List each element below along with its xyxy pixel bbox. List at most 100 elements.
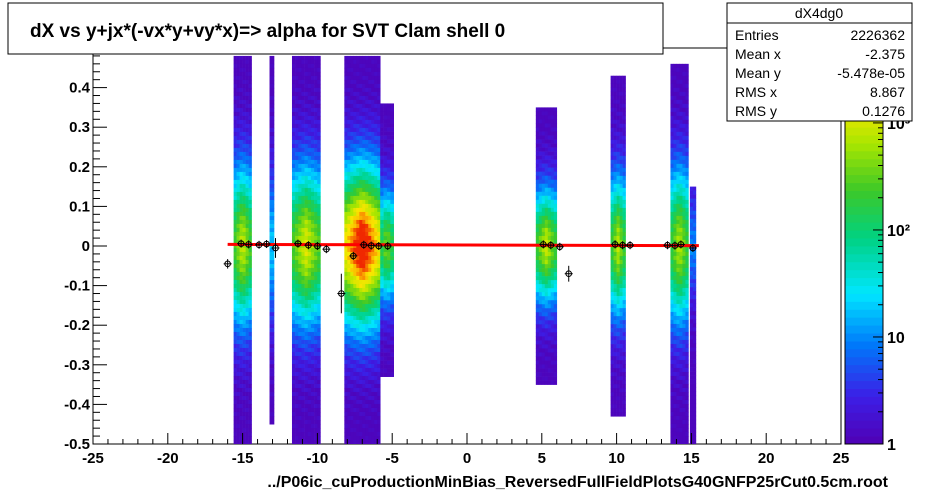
heatmap-cell — [679, 115, 683, 121]
heatmap-cell — [239, 428, 243, 433]
heatmap-cell — [359, 87, 363, 93]
heatmap-cell — [673, 391, 677, 397]
heatmap-cell — [676, 151, 680, 157]
heatmap-cell — [377, 279, 381, 285]
heatmap-cell — [242, 147, 246, 153]
heatmap-cell — [676, 311, 680, 317]
heatmap-cell — [538, 252, 543, 257]
heatmap-cell — [344, 335, 348, 341]
heatmap-cell — [344, 179, 348, 185]
heatmap-cell — [610, 316, 614, 321]
heatmap-cell — [233, 119, 237, 125]
heatmap-cell — [535, 195, 540, 201]
heatmap-cell — [301, 195, 305, 201]
heatmap-cell — [362, 307, 366, 313]
heatmap-cell — [673, 403, 677, 409]
heatmap-cell — [368, 219, 372, 225]
heatmap-cell — [371, 259, 375, 265]
heatmap-cell — [344, 55, 348, 61]
heatmap-cell — [307, 91, 312, 97]
heatmap-cell — [269, 115, 275, 121]
heatmap-cell — [377, 103, 381, 109]
heatmap-cell — [301, 303, 305, 309]
heatmap-cell — [374, 251, 378, 257]
heatmap-cell — [344, 424, 348, 429]
heatmap-cell — [689, 295, 694, 300]
heatmap-cell — [295, 387, 299, 393]
heatmap-cell — [317, 151, 321, 157]
heatmap-cell — [298, 91, 302, 97]
heatmap-cell — [307, 387, 312, 393]
z-tick-label: 1 — [887, 437, 896, 454]
heatmap-cell — [622, 239, 626, 245]
heatmap-cell — [386, 223, 391, 229]
heatmap-cell — [679, 267, 683, 273]
heatmap-cell — [353, 339, 357, 345]
heatmap-cell — [673, 115, 677, 121]
heatmap-cell — [233, 223, 237, 229]
heatmap-cell — [307, 163, 312, 169]
heatmap-cell — [347, 227, 351, 233]
heatmap-cell — [362, 99, 366, 105]
heatmap-cell — [233, 71, 237, 77]
heatmap-cell — [368, 436, 372, 441]
heatmap-cell — [291, 119, 296, 125]
heatmap-cell — [550, 147, 555, 152]
heatmap-cell — [368, 55, 372, 61]
heatmap-cell — [371, 295, 375, 301]
heatmap-cell — [301, 131, 305, 137]
heatmap-cell — [676, 71, 680, 77]
heatmap-cell — [307, 155, 312, 161]
profile-point — [663, 241, 672, 250]
heatmap-cell — [535, 336, 540, 341]
heatmap-cell — [616, 151, 620, 157]
heatmap-cell — [307, 143, 312, 149]
heatmap-cell — [380, 111, 384, 116]
heatmap-cell — [245, 415, 249, 421]
heatmap-cell — [692, 403, 697, 409]
heatmap-cell — [365, 239, 369, 245]
heatmap-cell — [365, 424, 369, 429]
heatmap-cell — [622, 288, 626, 293]
heatmap-cell — [248, 424, 252, 429]
heatmap-cell — [356, 323, 360, 329]
heatmap-cell — [353, 303, 357, 309]
heatmap-cell — [317, 387, 321, 393]
heatmap-cell — [610, 364, 614, 369]
palette-bin — [845, 404, 883, 413]
heatmap-cell — [310, 259, 315, 265]
heatmap-cell — [307, 231, 312, 237]
heatmap-cell — [314, 440, 318, 444]
heatmap-cell — [350, 227, 354, 233]
heatmap-cell — [239, 195, 243, 201]
heatmap-cell — [269, 332, 275, 337]
heatmap-cell — [673, 211, 677, 217]
heatmap-cell — [359, 83, 363, 89]
heatmap-cell — [344, 307, 348, 313]
heatmap-cell — [344, 135, 348, 141]
heatmap-cell — [239, 131, 243, 137]
heatmap-cell — [685, 139, 689, 145]
heatmap-cell — [610, 344, 614, 349]
heatmap-cell — [236, 159, 240, 165]
heatmap-cell — [307, 363, 312, 369]
heatmap-cell — [353, 323, 357, 329]
heatmap-cell — [374, 95, 378, 101]
heatmap-cell — [390, 155, 394, 160]
heatmap-cell — [295, 207, 299, 213]
heatmap-cell — [535, 211, 540, 217]
heatmap-cell — [236, 424, 240, 429]
heatmap-cell — [547, 191, 552, 197]
heatmap-cell — [307, 327, 312, 333]
heatmap-cell — [344, 219, 348, 225]
heatmap-cell — [239, 111, 243, 117]
heatmap-cell — [362, 279, 366, 285]
heatmap-cell — [374, 295, 378, 301]
heatmap-cell — [619, 284, 623, 289]
heatmap-cell — [371, 155, 375, 161]
heatmap-cell — [619, 408, 623, 413]
heatmap-cell — [304, 219, 309, 225]
heatmap-cell — [679, 339, 683, 345]
heatmap-cell — [610, 264, 614, 269]
